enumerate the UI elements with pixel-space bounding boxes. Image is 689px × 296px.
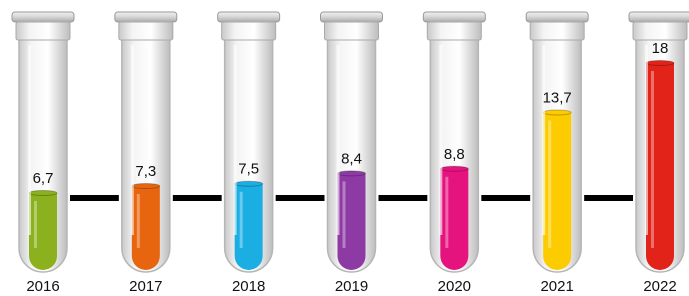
liquid-surface: [338, 171, 366, 176]
x-tick-label: 2019: [335, 278, 368, 295]
value-label: 7,3: [135, 163, 156, 180]
liquid: [646, 63, 674, 270]
value-label: 18: [652, 40, 669, 57]
highlight: [343, 181, 346, 248]
liquid: [132, 186, 160, 270]
highlight: [548, 120, 551, 248]
value-label: 8,4: [341, 150, 362, 167]
tube-cap: [629, 12, 689, 22]
highlight: [131, 45, 134, 235]
tube-cap: [119, 22, 173, 40]
liquid: [543, 112, 571, 270]
tube-cap: [423, 12, 485, 22]
liquid: [338, 173, 366, 270]
tube-cap: [526, 12, 588, 22]
liquid-surface: [646, 61, 674, 66]
liquid-surface: [132, 184, 160, 189]
highlight: [234, 45, 237, 235]
highlight: [645, 45, 648, 235]
highlight: [439, 45, 442, 235]
chart: 6,7 2016 7,3 2017 7,5 2018 8,4 2019 8,8 2020 13,7 2…: [0, 0, 689, 296]
value-label: 13,7: [543, 89, 572, 106]
liquid: [29, 193, 57, 270]
highlight: [651, 71, 654, 248]
tube-cap: [12, 12, 74, 22]
highlight: [28, 45, 31, 235]
x-tick-label: 2016: [26, 278, 59, 295]
highlight: [445, 177, 448, 248]
highlight: [337, 45, 340, 235]
tube-cap: [321, 12, 383, 22]
value-label: 6,7: [33, 170, 54, 187]
x-tick-label: 2020: [438, 278, 471, 295]
x-tick-label: 2017: [129, 278, 162, 295]
liquid-surface: [440, 166, 468, 171]
tube-cap: [530, 22, 584, 40]
tube-cap: [325, 22, 379, 40]
highlight: [137, 194, 140, 248]
value-label: 7,5: [238, 161, 259, 178]
x-tick-label: 2021: [540, 278, 573, 295]
x-tick-label: 2022: [643, 278, 676, 295]
highlight: [34, 201, 37, 248]
liquid: [440, 169, 468, 270]
tube-cap: [633, 22, 687, 40]
page-body: {"chart_data": {"type": "bar", "categori…: [0, 0, 689, 296]
tube-cap: [218, 12, 280, 22]
highlight: [542, 45, 545, 235]
value-label: 8,8: [444, 146, 465, 163]
tube-cap: [115, 12, 177, 22]
tube-cap: [16, 22, 70, 40]
liquid-surface: [29, 190, 57, 195]
highlight: [240, 192, 243, 248]
tube-cap: [222, 22, 276, 40]
liquid-surface: [543, 110, 571, 115]
liquid-surface: [235, 181, 263, 186]
tube-cap: [427, 22, 481, 40]
liquid: [235, 184, 263, 270]
page: body { margin: 0; background: #fff; font…: [0, 0, 689, 296]
x-tick-label: 2018: [232, 278, 265, 295]
